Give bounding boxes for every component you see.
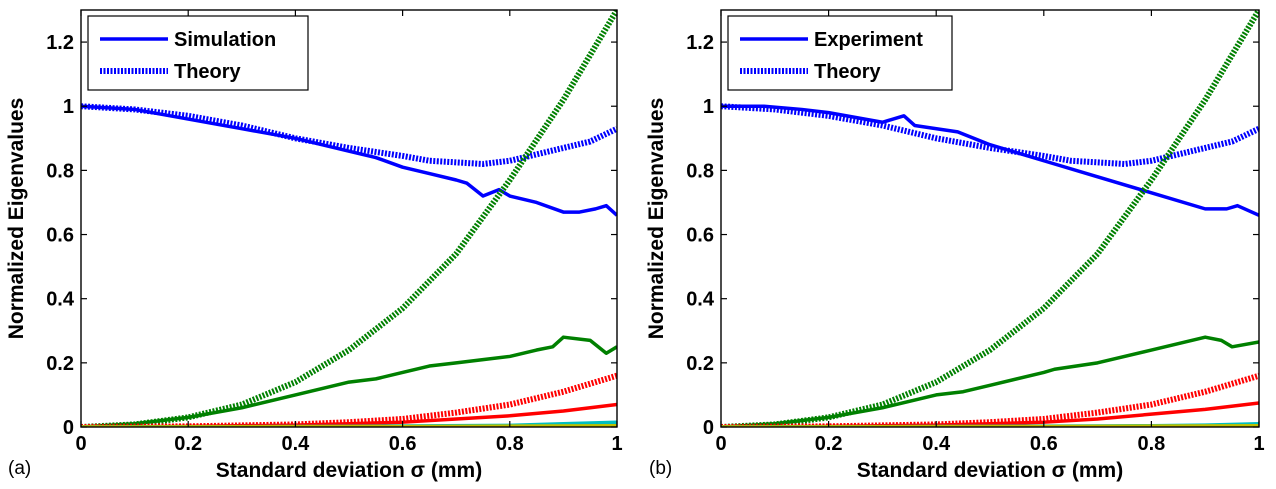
- legend-label: Theory: [814, 61, 882, 83]
- chart-panel-0: 0 0.2 0.4 0.6 0.8 1 0 0.2 0.4 0.6 0.8 1 1.2 Standard …: [5, 9, 623, 482]
- y-tick-label: 1.2: [46, 32, 74, 54]
- y-tick-label: 0.2: [686, 353, 714, 375]
- series-line-1: [81, 103, 617, 167]
- plot-frame: [720, 9, 1260, 428]
- y-tick-label: 1.2: [686, 32, 714, 54]
- x-tick-label: 0.8: [1137, 433, 1165, 455]
- x-tick-label: 0.4: [281, 433, 310, 455]
- y-tick-label: 0: [63, 417, 74, 439]
- series-line-5: [81, 372, 617, 427]
- plot-frame: [80, 9, 618, 428]
- x-axis-label: Standard deviation σ (mm): [216, 459, 482, 482]
- y-tick-label: 0: [703, 417, 714, 439]
- y-tick-label: 0.8: [686, 160, 714, 182]
- x-tick-label: 0.6: [1030, 433, 1058, 455]
- y-tick-label: 0.6: [686, 225, 714, 247]
- y-tick-label: 0.6: [46, 225, 74, 247]
- legend-box: [87, 15, 309, 91]
- panel-label: (b): [649, 458, 672, 479]
- x-tick-label: 0.8: [496, 433, 524, 455]
- y-tick-label: 0.4: [46, 289, 75, 311]
- x-axis-label: Standard deviation σ (mm): [857, 459, 1123, 482]
- y-tick-label: 1: [703, 96, 714, 118]
- y-tick-label: 1: [63, 96, 74, 118]
- chart-panel-1: 0 0.2 0.4 0.6 0.8 1 0 0.2 0.4 0.6 0.8 1 1.2 Standard …: [645, 9, 1265, 482]
- x-tick-label: 0.6: [389, 433, 417, 455]
- x-tick-label: 0: [75, 433, 86, 455]
- series-line-2: [81, 335, 617, 427]
- x-tick-label: 1: [611, 433, 622, 455]
- legend-label: Experiment: [814, 29, 923, 51]
- legend: Experiment Theory: [727, 15, 953, 91]
- legend-box: [727, 15, 953, 91]
- series-line-0: [81, 104, 617, 217]
- legend: Simulation Theory: [87, 15, 309, 91]
- panel-label: (a): [8, 458, 31, 479]
- legend-label: Simulation: [174, 29, 276, 51]
- y-axis-label: Normalized Eigenvalues: [5, 98, 28, 340]
- y-tick-label: 0.4: [686, 289, 715, 311]
- series-line-3: [81, 10, 617, 427]
- x-tick-label: 0.4: [922, 433, 951, 455]
- y-tick-label: 0.2: [46, 353, 74, 375]
- x-tick-label: 1: [1253, 433, 1264, 455]
- series-line-5: [721, 372, 1259, 427]
- legend-label: Theory: [174, 61, 242, 83]
- series-line-0: [721, 104, 1259, 217]
- x-tick-label: 0.2: [815, 433, 843, 455]
- series-line-3: [721, 10, 1259, 427]
- x-tick-label: 0: [715, 433, 726, 455]
- y-tick-label: 0.8: [46, 160, 74, 182]
- series-line-1: [721, 103, 1259, 167]
- y-axis-label: Normalized Eigenvalues: [645, 98, 668, 340]
- x-tick-label: 0.2: [174, 433, 202, 455]
